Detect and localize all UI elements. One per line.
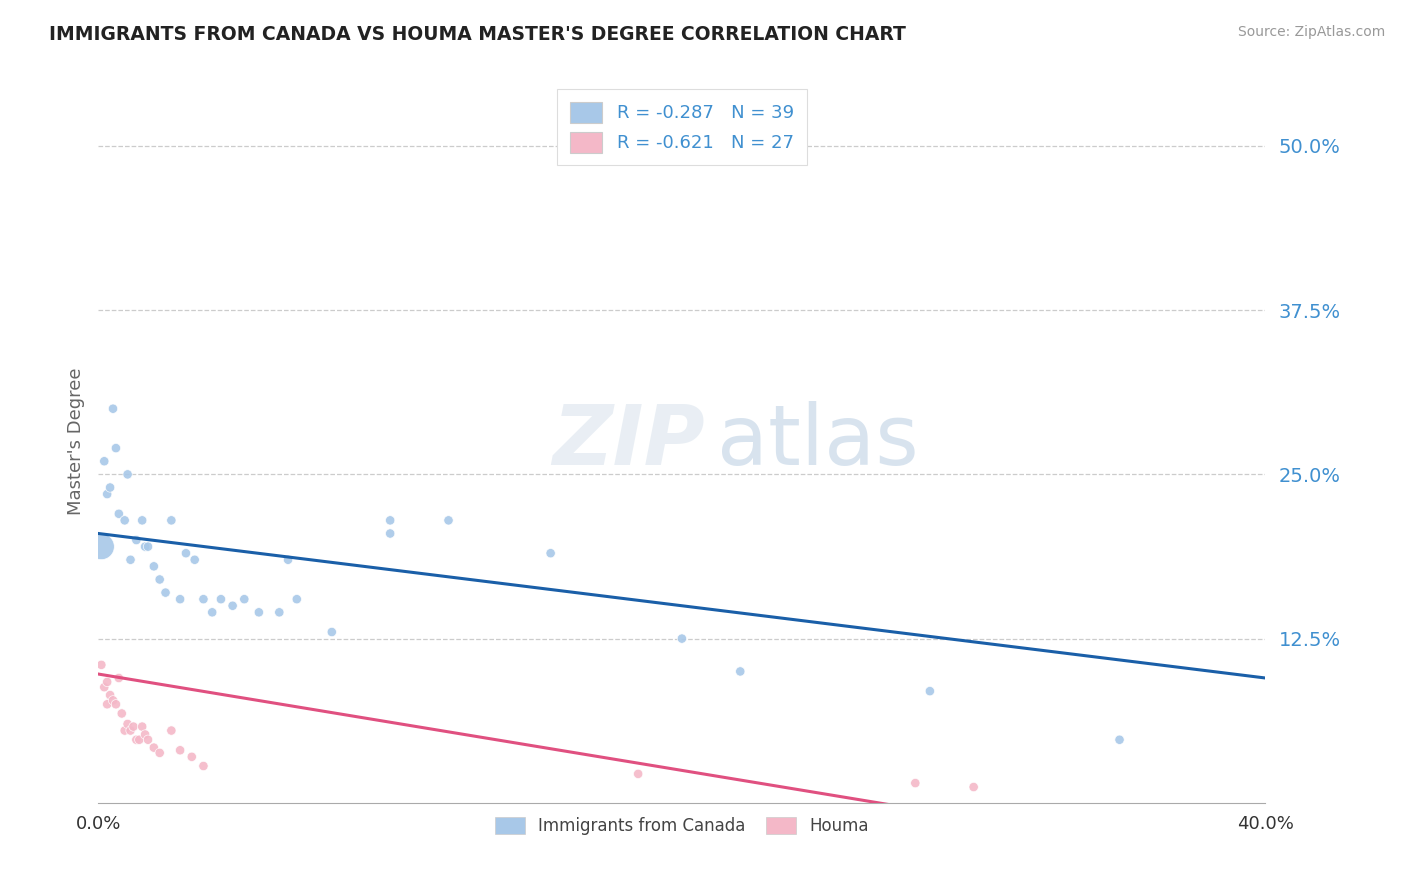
Point bbox=[96, 487, 118, 501]
Point bbox=[142, 740, 165, 755]
Point bbox=[104, 441, 127, 455]
Point bbox=[101, 401, 124, 416]
Point bbox=[108, 507, 131, 521]
Point bbox=[540, 546, 562, 560]
Point bbox=[671, 632, 693, 646]
Point bbox=[125, 732, 148, 747]
Point bbox=[125, 533, 148, 547]
Point bbox=[96, 675, 118, 690]
Point bbox=[285, 592, 308, 607]
Point bbox=[142, 559, 165, 574]
Point bbox=[131, 720, 153, 734]
Point bbox=[93, 680, 115, 694]
Point bbox=[380, 513, 402, 527]
Point bbox=[104, 698, 127, 712]
Point bbox=[134, 540, 156, 554]
Legend: Immigrants from Canada, Houma: Immigrants from Canada, Houma bbox=[488, 810, 876, 841]
Point bbox=[98, 688, 121, 702]
Point bbox=[247, 605, 270, 619]
Point bbox=[117, 717, 139, 731]
Point bbox=[380, 526, 402, 541]
Y-axis label: Master's Degree: Master's Degree bbox=[66, 368, 84, 516]
Point bbox=[101, 693, 124, 707]
Text: IMMIGRANTS FROM CANADA VS HOUMA MASTER'S DEGREE CORRELATION CHART: IMMIGRANTS FROM CANADA VS HOUMA MASTER'S… bbox=[49, 25, 905, 44]
Point bbox=[321, 625, 343, 640]
Point bbox=[193, 592, 215, 607]
Point bbox=[193, 759, 215, 773]
Point bbox=[201, 605, 224, 619]
Point bbox=[730, 665, 752, 679]
Point bbox=[131, 513, 153, 527]
Point bbox=[111, 706, 134, 721]
Point bbox=[149, 573, 172, 587]
Point bbox=[962, 780, 984, 794]
Point bbox=[108, 671, 131, 685]
Point bbox=[1108, 732, 1130, 747]
Point bbox=[918, 684, 941, 698]
Point bbox=[136, 540, 159, 554]
Text: atlas: atlas bbox=[717, 401, 918, 482]
Point bbox=[96, 698, 118, 712]
Point bbox=[169, 592, 191, 607]
Point bbox=[117, 467, 139, 482]
Point bbox=[114, 513, 136, 527]
Point bbox=[437, 513, 460, 527]
Point bbox=[114, 723, 136, 738]
Point bbox=[904, 776, 927, 790]
Point bbox=[120, 553, 142, 567]
Point bbox=[269, 605, 291, 619]
Point bbox=[180, 749, 202, 764]
Point bbox=[155, 585, 177, 599]
Point bbox=[160, 513, 183, 527]
Text: ZIP: ZIP bbox=[553, 401, 706, 482]
Point bbox=[169, 743, 191, 757]
Point bbox=[209, 592, 232, 607]
Point bbox=[120, 723, 142, 738]
Point bbox=[98, 481, 121, 495]
Point bbox=[149, 746, 172, 760]
Point bbox=[90, 540, 112, 554]
Point bbox=[136, 732, 159, 747]
Point bbox=[122, 720, 145, 734]
Point bbox=[221, 599, 243, 613]
Point bbox=[160, 723, 183, 738]
Point bbox=[134, 727, 156, 741]
Point bbox=[90, 657, 112, 672]
Point bbox=[277, 553, 299, 567]
Point bbox=[128, 732, 150, 747]
Point bbox=[233, 592, 256, 607]
Point bbox=[93, 454, 115, 468]
Point bbox=[627, 767, 650, 781]
Point bbox=[174, 546, 197, 560]
Text: Source: ZipAtlas.com: Source: ZipAtlas.com bbox=[1237, 25, 1385, 39]
Point bbox=[183, 553, 205, 567]
